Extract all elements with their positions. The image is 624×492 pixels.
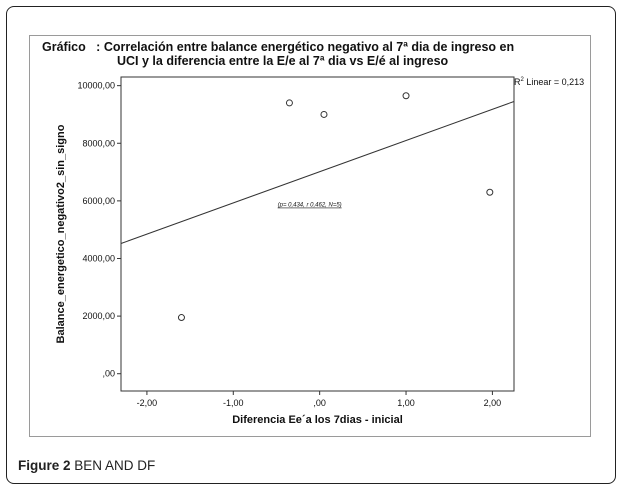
y-tick-label: 4000,00	[82, 253, 115, 263]
plot-area	[120, 76, 515, 392]
y-tick-label: 2000,00	[82, 311, 115, 321]
y-tick-label: 6000,00	[82, 196, 115, 206]
data-point	[320, 110, 328, 118]
chart-title-line1: Gráfico : Correlación entre balance ener…	[42, 40, 515, 54]
chart-title-line2: UCI y la diferencia entre la E/e al 7ª d…	[117, 54, 449, 68]
data-point	[177, 314, 185, 322]
figure-label: Figure 2	[18, 458, 71, 473]
data-point	[486, 188, 494, 196]
r2-value: Linear = 0,213	[526, 77, 585, 87]
x-tick-label: ,00	[313, 398, 326, 408]
fit-line-group	[120, 101, 515, 244]
x-axis: -2,00 -1,00 ,00 1,00 2,00	[137, 391, 502, 408]
figure-caption: Figure 2 BEN AND DF	[18, 458, 155, 473]
y-axis-label: Balance_energetico_negativo2_sin_signo	[55, 124, 67, 343]
x-tick-label: -1,00	[223, 398, 244, 408]
data-point	[402, 92, 410, 100]
x-axis-label: Diferencia Ee´a los 7dias - inicial	[232, 414, 403, 426]
r2-label: R2 Linear = 0,213	[514, 77, 585, 87]
fit-line	[120, 101, 515, 244]
y-tick-label: 8000,00	[82, 138, 115, 148]
y-tick-label: 10000,00	[77, 81, 115, 91]
y-tick-label: ,00	[102, 369, 115, 379]
correlation-annotation: (p= 0,434, r 0,462, N=5)	[278, 203, 342, 209]
points-group	[177, 92, 494, 322]
figure-caption-text: BEN AND DF	[74, 458, 156, 473]
x-tick-label: 1,00	[397, 398, 415, 408]
y-axis: ,00 2000,00 4000,00 6000,00 8000,00 10000,00	[77, 81, 121, 379]
data-point	[285, 99, 293, 107]
x-tick-label: 2,00	[484, 398, 502, 408]
x-tick-label: -2,00	[137, 398, 158, 408]
